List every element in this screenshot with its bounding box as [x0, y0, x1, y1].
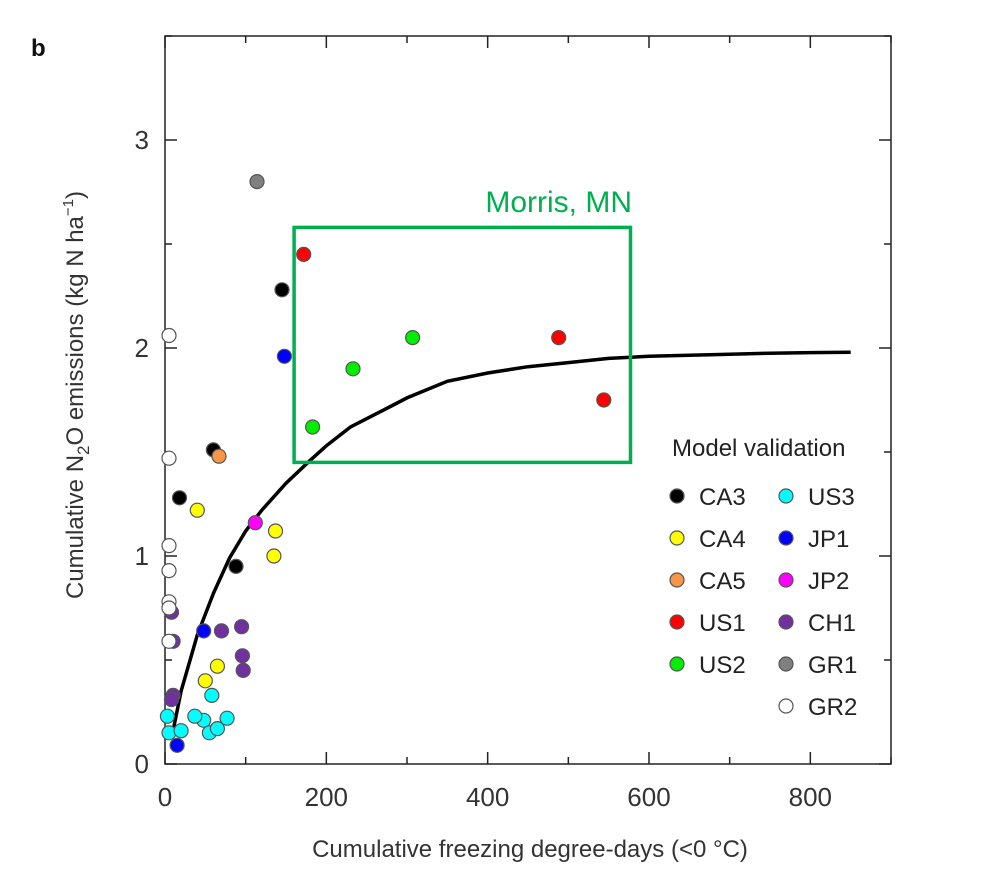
point-gr2: [161, 633, 177, 649]
point-gr2: [161, 327, 177, 344]
legend-marker-us3: [778, 488, 794, 504]
point-us3: [209, 720, 225, 737]
legend-marker-jp1: [778, 530, 794, 546]
legend-marker-gr1: [778, 656, 794, 672]
point-gr2: [161, 450, 177, 466]
x-axis-label: Cumulative freezing degree-days (<0 °C): [312, 836, 748, 863]
legend-label-ca4: CA4: [699, 526, 746, 553]
panel-label: b: [31, 35, 46, 62]
legend-label-us3: US3: [808, 484, 855, 511]
y-axis-ticks: 0 1 2 3: [135, 35, 891, 779]
point-us1: [551, 330, 567, 346]
legend-label-gr1: GR1: [808, 652, 857, 679]
point-ch1: [163, 691, 180, 708]
y-label-text: ): [62, 191, 89, 199]
legend-label-gr2: GR2: [808, 694, 857, 721]
legend-marker-us2: [669, 656, 685, 672]
point-jp2: [247, 515, 263, 531]
x-tick-label: 400: [466, 782, 509, 812]
point-us1: [596, 392, 612, 408]
point-ch1: [213, 623, 230, 639]
legend-marker-jp2: [778, 572, 794, 588]
legend-marker-gr2: [778, 698, 794, 714]
point-jp1: [169, 737, 185, 753]
legend-label-ch1: CH1: [808, 610, 856, 637]
point-ca4: [267, 523, 284, 539]
legend-label-jp1: JP1: [808, 526, 849, 553]
annotation-box: [292, 225, 633, 465]
point-us3: [219, 710, 235, 726]
point-us3: [204, 687, 220, 704]
point-us2: [345, 361, 361, 377]
point-us3: [173, 723, 189, 739]
legend-marker-ca4: [669, 530, 685, 546]
point-us2: [405, 330, 421, 346]
x-tick-label: 200: [305, 782, 348, 812]
morris-annotation: Morris, MN: [292, 186, 633, 465]
data-points: [159, 174, 612, 753]
point-gr2: [161, 600, 177, 616]
x-axis-ticks: 0 200 400 600 800: [158, 36, 892, 812]
y-tick-label: 1: [135, 541, 149, 571]
point-us3: [159, 708, 175, 724]
point-us1: [296, 246, 312, 262]
point-us2: [305, 419, 321, 435]
legend-title: Model validation: [672, 435, 845, 462]
y-axis-label: Cumulative N2O emissions (kg N ha−1): [60, 191, 93, 599]
y-tick-label: 2: [135, 333, 149, 363]
legend-label-jp2: JP2: [808, 568, 849, 595]
point-jp1: [276, 348, 292, 364]
y-label-text: O emissions (kg N ha: [62, 215, 89, 445]
legend-label-ca3: CA3: [699, 484, 746, 511]
point-gr1: [249, 174, 265, 190]
plot-axes: [164, 35, 892, 765]
point-ca5: [211, 448, 227, 464]
y-tick-label: 3: [135, 125, 149, 155]
y-label-text: Cumulative N: [62, 455, 89, 599]
x-tick-label: 600: [627, 782, 670, 812]
annotation-label: Morris, MN: [485, 186, 632, 219]
legend-marker-ca3: [669, 488, 685, 504]
y-label-subscript: 2: [74, 446, 93, 455]
x-tick-label: 0: [158, 782, 172, 812]
x-tick-label: 800: [789, 782, 832, 812]
point-ca4: [189, 502, 205, 518]
legend-label-ca5: CA5: [699, 568, 746, 595]
legend-label-us1: US1: [699, 610, 746, 637]
point-ch1: [234, 619, 250, 635]
legend-label-us2: US2: [699, 652, 746, 679]
fit-curve: [171, 350, 851, 732]
plot-frame: [164, 35, 892, 765]
y-label-superscript: −1: [60, 199, 77, 216]
point-ch1: [235, 662, 251, 679]
point-ca3: [171, 490, 188, 506]
point-jp1: [196, 623, 212, 639]
y-tick-label: 0: [135, 749, 149, 779]
point-ch1: [234, 648, 250, 664]
legend-marker-ca5: [669, 572, 685, 588]
point-ca4: [266, 548, 282, 564]
point-ca3: [228, 558, 244, 575]
point-ca4: [209, 658, 225, 674]
legend-marker-us1: [669, 614, 685, 630]
legend: Model validation CA3 CA4 CA5 US1 US2 US3 JP1 JP…: [669, 435, 857, 721]
point-gr2: [161, 537, 177, 554]
point-ca4: [197, 673, 213, 689]
legend-marker-ch1: [778, 614, 794, 630]
point-gr2: [161, 562, 177, 579]
point-ca3: [274, 282, 290, 298]
point-us3: [187, 708, 203, 724]
